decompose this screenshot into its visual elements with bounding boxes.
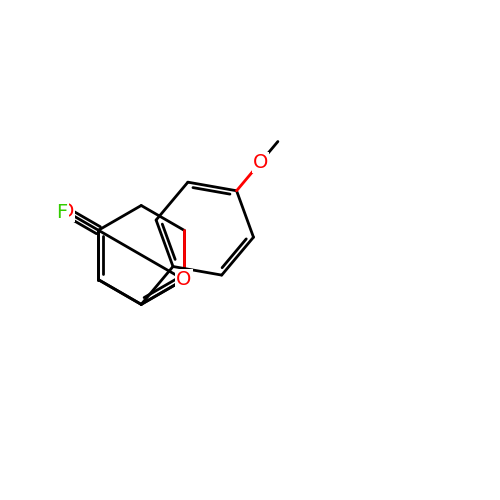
Text: O: O <box>252 153 268 172</box>
Text: O: O <box>58 202 74 221</box>
Text: O: O <box>176 270 192 289</box>
Text: F: F <box>56 203 68 222</box>
